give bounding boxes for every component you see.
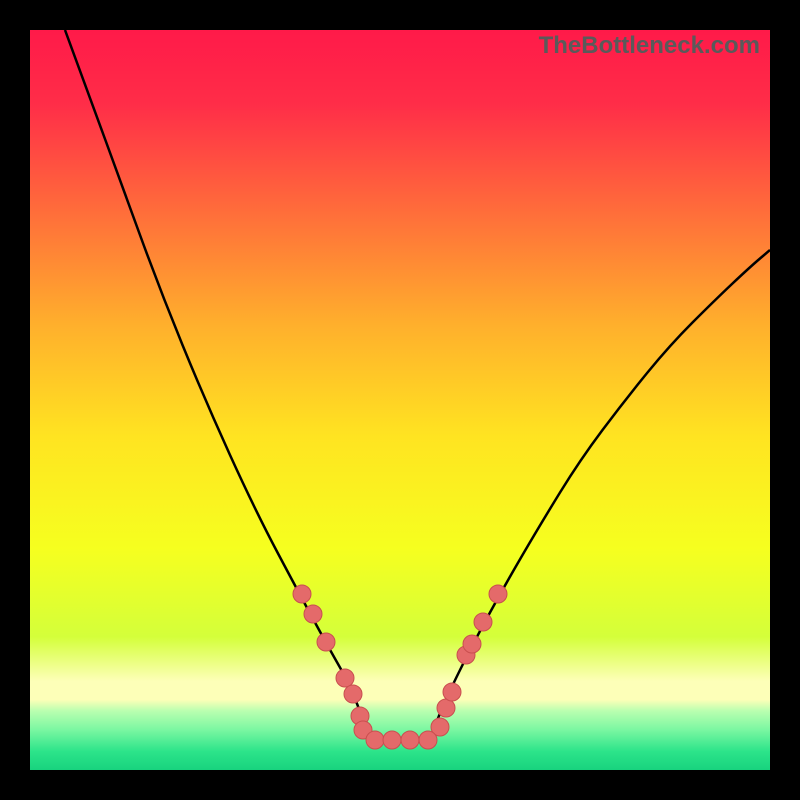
- plot-area: [30, 30, 770, 770]
- data-marker: [463, 635, 481, 653]
- data-marker: [474, 613, 492, 631]
- data-marker: [293, 585, 311, 603]
- data-marker: [437, 699, 455, 717]
- data-marker: [304, 605, 322, 623]
- watermark-text: TheBottleneck.com: [539, 32, 760, 60]
- data-marker: [344, 685, 362, 703]
- data-marker: [383, 731, 401, 749]
- data-marker: [336, 669, 354, 687]
- chart-frame: TheBottleneck.com: [0, 0, 800, 800]
- data-marker: [443, 683, 461, 701]
- data-marker: [317, 633, 335, 651]
- plot-svg: [30, 30, 770, 770]
- data-marker: [401, 731, 419, 749]
- gradient-background: [30, 30, 770, 770]
- data-marker: [489, 585, 507, 603]
- data-marker: [366, 731, 384, 749]
- data-marker: [419, 731, 437, 749]
